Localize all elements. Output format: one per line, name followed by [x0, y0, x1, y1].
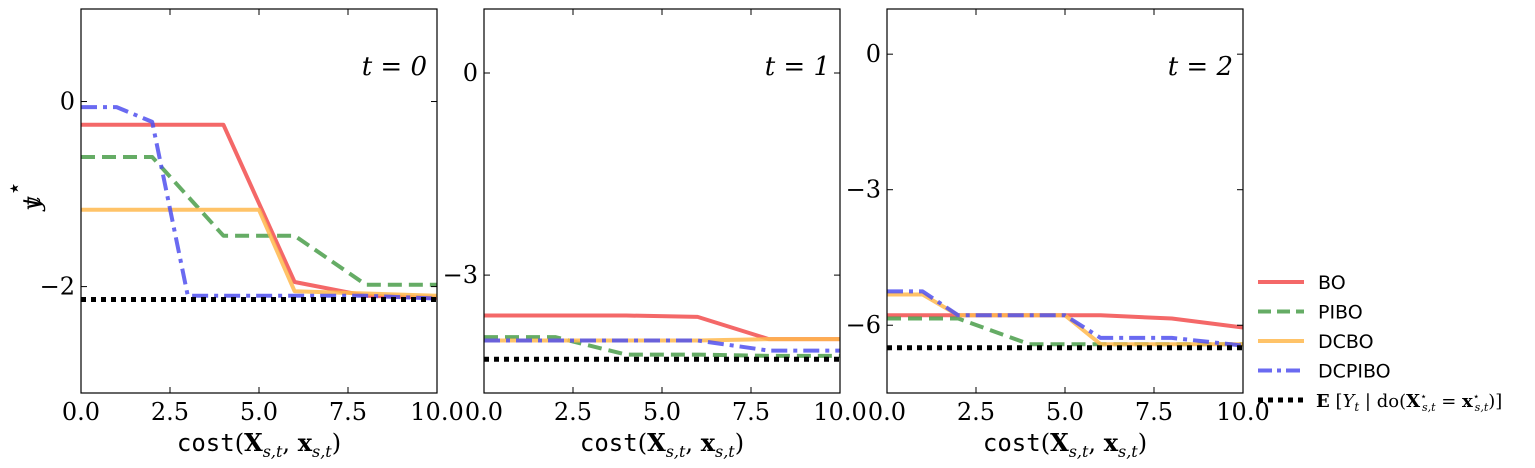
- series-line-dcpibo: [81, 105, 437, 301]
- x-tick-label: 2.5: [554, 398, 592, 426]
- time-annotation: t = 1: [765, 52, 830, 82]
- legend-item-gt: E [Yt | do(X⋆ s,t = x⋆ s,t)]: [1258, 390, 1502, 414]
- y-tick-label: −2: [40, 273, 75, 301]
- x-tick-label: 2.5: [957, 398, 995, 426]
- x-axis-label: cost(Xs,t, xs,t): [580, 428, 744, 461]
- legend-item-bo: BO: [1258, 272, 1346, 294]
- time-annotation: t = 2: [1168, 52, 1233, 82]
- y-axis-label-sub: t: [18, 196, 46, 206]
- series-line-pibo: [81, 155, 437, 287]
- series-line-dcpibo: [484, 338, 840, 353]
- panel-1: 0.0 2.5 5.0 7.5 10.0 0 −3 t = 1 cost(Xs,t, xs,t): [443, 8, 867, 461]
- series-line-dcpibo: [887, 289, 1243, 348]
- legend-item-dcpibo: DCPIBO: [1258, 361, 1391, 383]
- x-tick-label: 7.5: [1135, 398, 1173, 426]
- x-tick-label: 7.5: [329, 398, 367, 426]
- y-tick-label: 0: [463, 59, 478, 87]
- x-tick-label: 5.0: [1046, 398, 1084, 426]
- panels: 0.0 2.5 5.0 7.5 10.0 0 −2 t = 0 cost(Xs,t, xs,t)…: [40, 8, 1270, 461]
- series-group: [81, 105, 437, 302]
- x-tick-label: 10.0: [1216, 398, 1269, 426]
- time-annotation: t = 0: [362, 52, 427, 82]
- legend-label: PIBO: [1318, 302, 1363, 324]
- x-tick-label: 5.0: [643, 398, 681, 426]
- y-axis-label: y t⋆: [0, 181, 46, 212]
- legend-label: BO: [1318, 272, 1346, 294]
- x-tick-label: 0.0: [62, 398, 100, 426]
- x-tick-label: 7.5: [732, 398, 770, 426]
- y-axis-label-star: ⋆: [0, 181, 28, 196]
- y-tick-label: −6: [846, 311, 881, 339]
- series-group: [484, 313, 840, 362]
- legend-item-dcbo: DCBO: [1258, 331, 1374, 353]
- y-tick-label: 0: [866, 40, 881, 68]
- legend-item-pibo: PIBO: [1258, 302, 1363, 324]
- y-tick-label: −3: [846, 176, 881, 204]
- x-tick-label: 10.0: [813, 398, 866, 426]
- panel-0: 0.0 2.5 5.0 7.5 10.0 0 −2 t = 0 cost(Xs,t, xs,t): [40, 8, 464, 461]
- series-line-dcbo: [484, 337, 840, 343]
- series-line-pibo: [484, 335, 840, 358]
- y-tick-label: 0: [60, 88, 75, 116]
- x-tick-label: 0.0: [868, 398, 906, 426]
- legend: BO PIBO DCBO DCPIBO E [Yt | do(X⋆ s,t = x⋆ s,t…: [1258, 272, 1502, 414]
- y-tick-label: −3: [443, 261, 478, 289]
- series-group: [887, 289, 1243, 351]
- x-tick-label: 2.5: [151, 398, 189, 426]
- x-tick-label: 5.0: [240, 398, 278, 426]
- x-axis-label: cost(Xs,t, xs,t): [983, 428, 1147, 461]
- series-line-dcbo: [81, 207, 437, 298]
- panel-2: 0.0 2.5 5.0 7.5 10.0 0 −3 −6 t = 2 cost(Xs,t, xs,…: [846, 8, 1270, 461]
- x-tick-label: 10.0: [410, 398, 463, 426]
- legend-label: DCPIBO: [1318, 361, 1391, 383]
- svg-text:y: y: [18, 197, 46, 212]
- x-axis-label: cost(Xs,t, xs,t): [177, 428, 341, 461]
- legend-label: DCBO: [1318, 331, 1374, 353]
- legend-label: E [Yt | do(X⋆ s,t = x⋆ s,t)]: [1316, 390, 1502, 414]
- x-tick-label: 0.0: [465, 398, 503, 426]
